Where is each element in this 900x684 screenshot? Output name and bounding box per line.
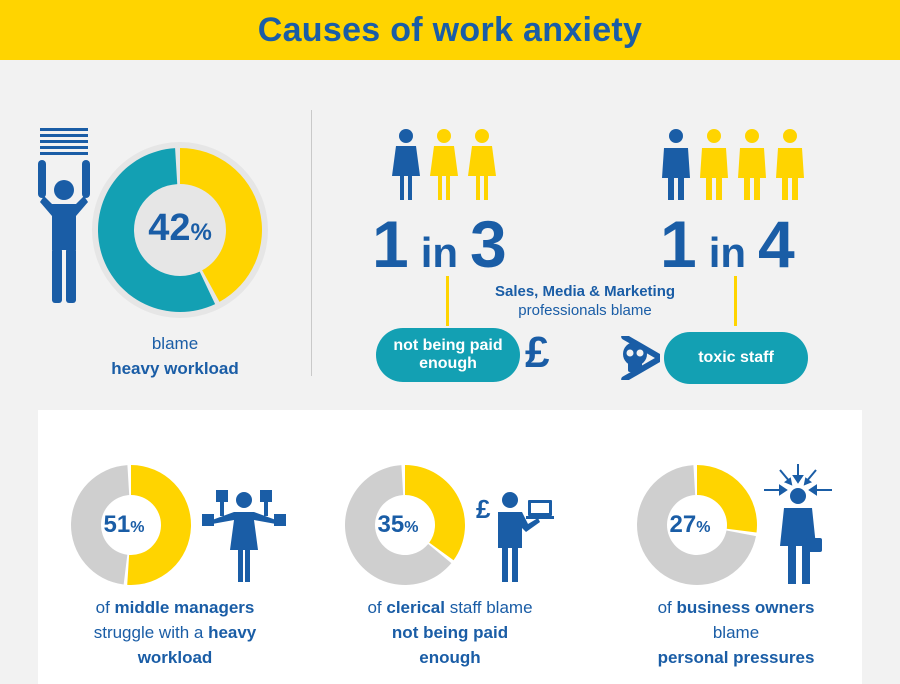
clerical-staff-caption: of clerical staff blame not being paid e…: [367, 598, 533, 667]
business-owners-caption: of business owners blame personal pressu…: [657, 598, 815, 667]
woman-icon: [392, 129, 496, 200]
middle-managers-value-segment: [127, 465, 191, 585]
papers-icon: [40, 128, 88, 155]
person-arms-up-icon: [38, 128, 90, 303]
donut-business-owners: [637, 465, 757, 585]
donut-heavy-workload: [92, 142, 268, 318]
donut-percent-35: 35%: [377, 511, 419, 538]
clerical-staff-value-segment: [405, 465, 465, 561]
donut-middle-managers: [71, 465, 191, 585]
skull-crossbones-icon: [621, 336, 660, 380]
donut-percent-27: 27%: [669, 511, 711, 538]
page-title: Causes of work anxiety: [257, 10, 643, 49]
middle-managers-remainder-segment: [71, 465, 130, 585]
connector-line: [734, 276, 737, 326]
heavy-workload-value-segment: [180, 148, 262, 302]
vertical-divider: [311, 110, 312, 376]
heavy-workload-caption: blame heavy workload: [111, 334, 239, 378]
pound-icon: £: [525, 328, 550, 377]
man-icon: [662, 129, 804, 200]
donut-percent-42: 42%: [148, 207, 212, 249]
donut-clerical-staff: [345, 465, 465, 585]
pound-icon: £: [476, 494, 491, 524]
sales-media-caption: Sales, Media & Marketing professionals b…: [494, 283, 676, 319]
ratio-one-in-three: 1 in 3: [372, 207, 507, 281]
business-owners-value-segment: [697, 465, 757, 533]
heavy-workload-remainder-segment: [97, 148, 216, 312]
middle-managers-caption: of middle managers struggle with a heavy…: [93, 598, 257, 667]
pill-not-paid-enough: not being paid enough: [376, 328, 520, 382]
pill-toxic-staff: toxic staff: [664, 332, 808, 384]
one-in-three-people-icon: [392, 129, 496, 200]
connector-line: [446, 276, 449, 326]
one-in-four-people-icon: [662, 129, 804, 200]
multitasking-woman-icon: [202, 490, 286, 582]
donut-percent-51: 51%: [103, 511, 145, 538]
ratio-one-in-four: 1 in 4: [660, 207, 795, 281]
title-banner: Causes of work anxiety: [0, 0, 900, 60]
stressed-man-icon: [764, 464, 832, 584]
laptop-man-icon: £: [476, 492, 554, 582]
business-owners-remainder-segment: [637, 465, 756, 585]
clerical-staff-remainder-segment: [345, 465, 452, 585]
